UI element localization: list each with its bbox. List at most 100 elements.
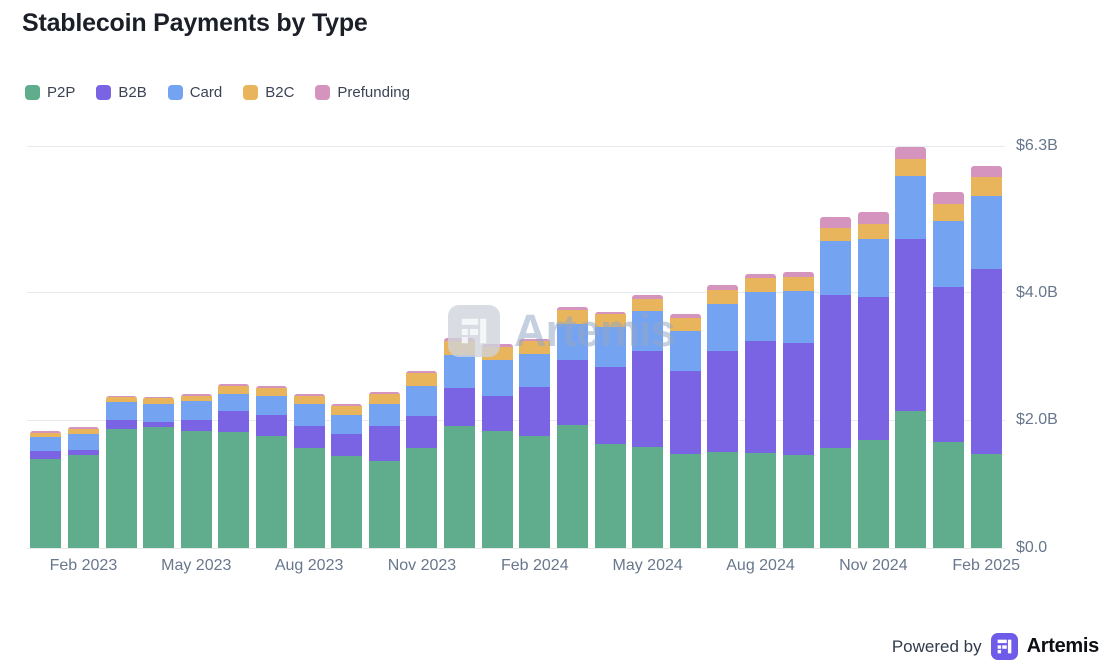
bar-segment-b2b[interactable] [293, 426, 325, 449]
bar-segment-p2p[interactable] [256, 436, 287, 548]
bar-segment-p2p[interactable] [519, 436, 551, 548]
bar-segment-prefunding[interactable] [256, 385, 287, 388]
bar-segment-p2p[interactable] [30, 459, 62, 548]
bar-segment-card[interactable] [406, 385, 438, 416]
bar-may-2024[interactable] [632, 295, 664, 548]
bar-segment-b2b[interactable] [707, 351, 739, 453]
bar-nov-2023[interactable] [406, 370, 438, 548]
bar-dec-2023[interactable] [444, 338, 476, 548]
bar-segment-card[interactable] [820, 241, 852, 295]
bar-segment-card[interactable] [105, 401, 137, 420]
bar-segment-b2c[interactable] [895, 159, 927, 176]
legend-item-card[interactable]: Card [167, 84, 222, 101]
bar-segment-prefunding[interactable] [556, 307, 588, 310]
bar-segment-b2c[interactable] [105, 396, 137, 402]
bar-segment-prefunding[interactable] [105, 395, 137, 397]
bar-segment-b2c[interactable] [30, 432, 62, 437]
bar-segment-prefunding[interactable] [669, 314, 701, 319]
bar-segment-b2b[interactable] [669, 371, 701, 455]
bar-segment-b2b[interactable] [218, 411, 250, 432]
bar-segment-b2c[interactable] [556, 310, 588, 325]
bar-segment-b2c[interactable] [857, 223, 889, 239]
bar-segment-prefunding[interactable] [782, 272, 814, 277]
bar-segment-card[interactable] [368, 404, 400, 427]
bar-jan-2024[interactable] [481, 344, 513, 548]
bar-segment-prefunding[interactable] [67, 427, 99, 430]
bar-aug-2024[interactable] [745, 274, 776, 548]
bar-nov-2024[interactable] [857, 211, 889, 548]
bar-mar-2023[interactable] [105, 395, 137, 549]
bar-segment-p2p[interactable] [970, 454, 1002, 548]
bar-segment-prefunding[interactable] [293, 393, 325, 396]
bar-segment-b2b[interactable] [105, 419, 137, 430]
bar-segment-prefunding[interactable] [406, 370, 438, 374]
bar-segment-p2p[interactable] [632, 447, 664, 548]
bar-segment-b2b[interactable] [481, 396, 513, 432]
bar-segment-prefunding[interactable] [594, 311, 626, 315]
bar-segment-prefunding[interactable] [30, 430, 62, 433]
bar-segment-prefunding[interactable] [519, 338, 551, 342]
bar-segment-b2c[interactable] [143, 398, 175, 405]
bar-segment-p2p[interactable] [745, 452, 776, 548]
bar-segment-b2b[interactable] [519, 387, 551, 437]
bar-segment-prefunding[interactable] [970, 165, 1002, 177]
bar-segment-prefunding[interactable] [218, 384, 250, 386]
bar-may-2023[interactable] [180, 394, 212, 548]
bar-apr-2024[interactable] [594, 311, 626, 548]
bar-aug-2023[interactable] [293, 393, 325, 548]
bar-segment-card[interactable] [218, 394, 250, 412]
bar-segment-card[interactable] [632, 310, 664, 351]
bar-segment-p2p[interactable] [782, 455, 814, 548]
bar-segment-card[interactable] [669, 331, 701, 372]
bar-segment-b2b[interactable] [368, 426, 400, 461]
bar-segment-b2b[interactable] [820, 294, 852, 448]
bar-segment-b2b[interactable] [933, 287, 965, 443]
bar-segment-card[interactable] [895, 175, 927, 239]
bar-segment-b2c[interactable] [368, 394, 400, 405]
bar-segment-prefunding[interactable] [857, 211, 889, 224]
legend-item-b2c[interactable]: B2C [243, 84, 294, 101]
bar-segment-card[interactable] [933, 220, 965, 287]
bar-oct-2024[interactable] [820, 216, 852, 548]
bar-segment-prefunding[interactable] [745, 274, 776, 279]
bar-segment-b2c[interactable] [256, 387, 287, 397]
bar-segment-card[interactable] [256, 396, 287, 416]
bar-segment-b2b[interactable] [782, 342, 814, 456]
bar-sep-2023[interactable] [331, 403, 363, 548]
bar-segment-p2p[interactable] [218, 431, 250, 548]
bar-segment-b2c[interactable] [669, 318, 701, 332]
bar-segment-card[interactable] [857, 238, 889, 298]
bar-jun-2023[interactable] [218, 384, 250, 548]
bar-segment-p2p[interactable] [444, 426, 476, 548]
bar-segment-b2c[interactable] [331, 405, 363, 415]
bar-segment-p2p[interactable] [895, 410, 927, 548]
bar-segment-b2b[interactable] [745, 340, 776, 453]
bar-jan-2025[interactable] [933, 191, 965, 548]
bar-jun-2024[interactable] [669, 314, 701, 548]
bar-segment-card[interactable] [745, 292, 776, 341]
bar-segment-b2c[interactable] [632, 298, 664, 311]
bar-feb-2025[interactable] [970, 165, 1002, 548]
bar-segment-prefunding[interactable] [368, 392, 400, 395]
bar-oct-2023[interactable] [368, 392, 400, 548]
bar-segment-p2p[interactable] [180, 430, 212, 548]
bar-segment-p2p[interactable] [105, 429, 137, 548]
bar-segment-b2c[interactable] [67, 429, 99, 435]
bar-segment-card[interactable] [293, 404, 325, 427]
bar-segment-p2p[interactable] [933, 442, 965, 548]
bar-segment-p2p[interactable] [481, 431, 513, 548]
bar-segment-b2b[interactable] [895, 238, 927, 411]
legend-item-p2p[interactable]: P2P [25, 84, 75, 101]
bar-segment-b2c[interactable] [707, 289, 739, 304]
bar-segment-card[interactable] [594, 326, 626, 367]
bar-segment-b2c[interactable] [745, 278, 776, 293]
bar-segment-prefunding[interactable] [820, 216, 852, 229]
bar-segment-card[interactable] [556, 324, 588, 360]
bar-segment-b2c[interactable] [782, 276, 814, 292]
bar-segment-p2p[interactable] [143, 427, 175, 548]
bar-segment-b2b[interactable] [444, 387, 476, 427]
bar-segment-b2b[interactable] [143, 421, 175, 428]
bar-segment-p2p[interactable] [331, 456, 363, 548]
bar-segment-p2p[interactable] [707, 452, 739, 548]
bar-segment-b2b[interactable] [632, 350, 664, 448]
